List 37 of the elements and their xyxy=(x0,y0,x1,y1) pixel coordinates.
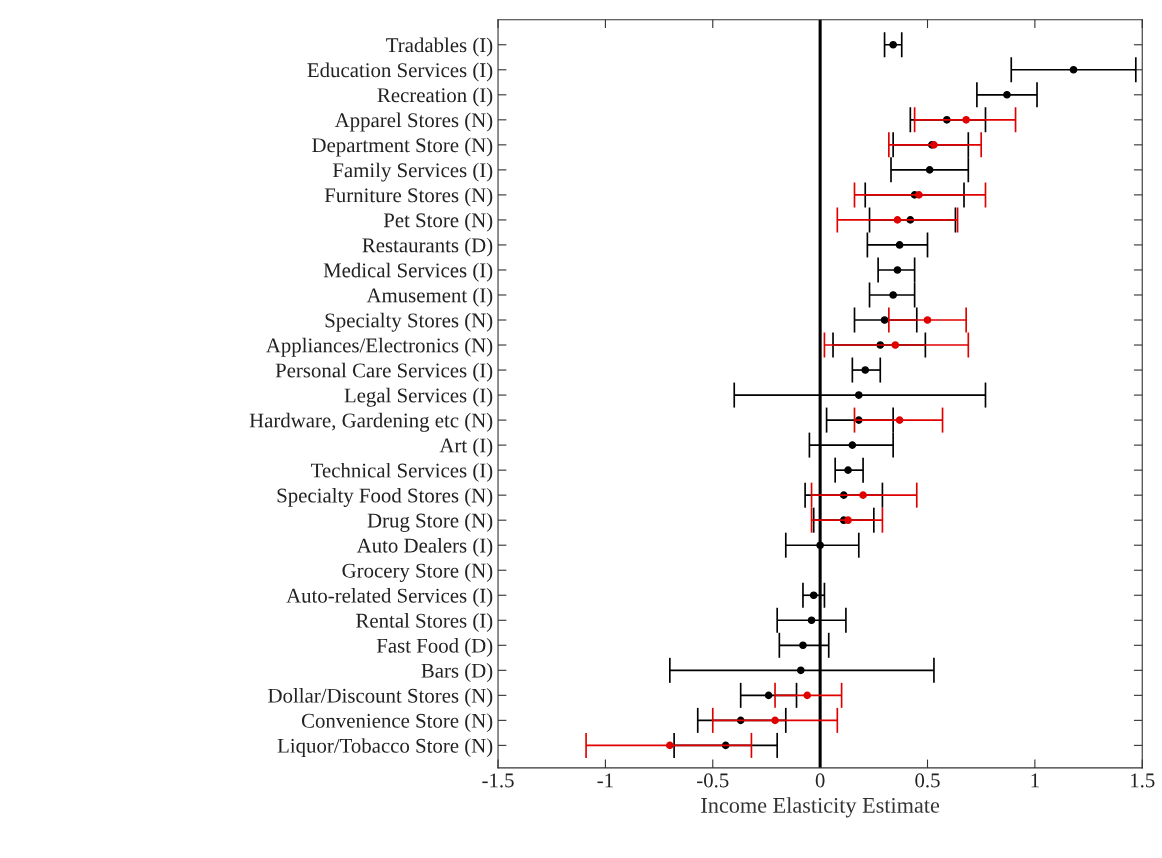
y-tick-label: Convenience Store (N) xyxy=(301,713,493,733)
y-tick-label: Furniture Stores (N) xyxy=(324,187,493,207)
y-tick-label: Medical Services (I) xyxy=(323,262,493,282)
y-tick-label: Auto Dealers (I) xyxy=(356,537,493,557)
y-tick-label: Drug Store (N) xyxy=(367,512,493,532)
x-tick-label: -1 xyxy=(597,773,613,788)
y-tick-label: Restaurants (D) xyxy=(362,237,493,257)
y-tick-label: Education Services (I) xyxy=(307,62,493,82)
y-tick-label: Technical Services (I) xyxy=(311,462,493,482)
y-tick-label: Personal Care Services (I) xyxy=(275,362,493,382)
y-tick-label: Rental Stores (I) xyxy=(356,613,493,632)
y-tick-label: Fast Food (D) xyxy=(376,638,493,657)
y-tick-label: Liquor/Tobacco Store (N) xyxy=(277,738,493,758)
y-tick-label: Dollar/Discount Stores (N) xyxy=(268,688,493,708)
y-tick-label: Apparel Stores (N) xyxy=(334,112,493,132)
x-tick-label: -0.5 xyxy=(697,773,729,788)
x-axis-title: Income Elasticity Estimate xyxy=(701,797,940,818)
y-tick-label: Family Services (I) xyxy=(332,162,493,182)
y-tick-label: Art (I) xyxy=(439,437,493,457)
x-tick-label: 1.5 xyxy=(1131,773,1155,788)
x-tick-label: 1 xyxy=(1031,773,1039,788)
y-tick-label: Pet Store (N) xyxy=(383,212,493,232)
y-tick-label: Recreation (I) xyxy=(377,87,493,107)
x-tick-label: -1.5 xyxy=(482,773,514,788)
y-tick-label: Grocery Store (N) xyxy=(342,563,493,582)
y-tick-label: Specialty Food Stores (N) xyxy=(277,487,493,507)
y-tick-label: Tradables (I) xyxy=(386,37,493,57)
y-tick-label: Department Store (N) xyxy=(312,137,493,157)
y-tick-label: Appliances/Electronics (N) xyxy=(266,337,493,357)
y-tick-label: Hardware, Gardening etc (N) xyxy=(249,412,493,432)
x-tick-label: 0 xyxy=(815,773,825,788)
y-tick-label: Bars (D) xyxy=(421,663,493,682)
x-tick-label: 0.5 xyxy=(915,773,940,788)
y-tick-label: Specialty Stores (N) xyxy=(325,312,493,332)
y-tick-label: Auto-related Services (I) xyxy=(286,588,493,607)
y-tick-label: Amusement (I) xyxy=(366,287,493,307)
y-tick-label: Legal Services (I) xyxy=(344,387,493,407)
